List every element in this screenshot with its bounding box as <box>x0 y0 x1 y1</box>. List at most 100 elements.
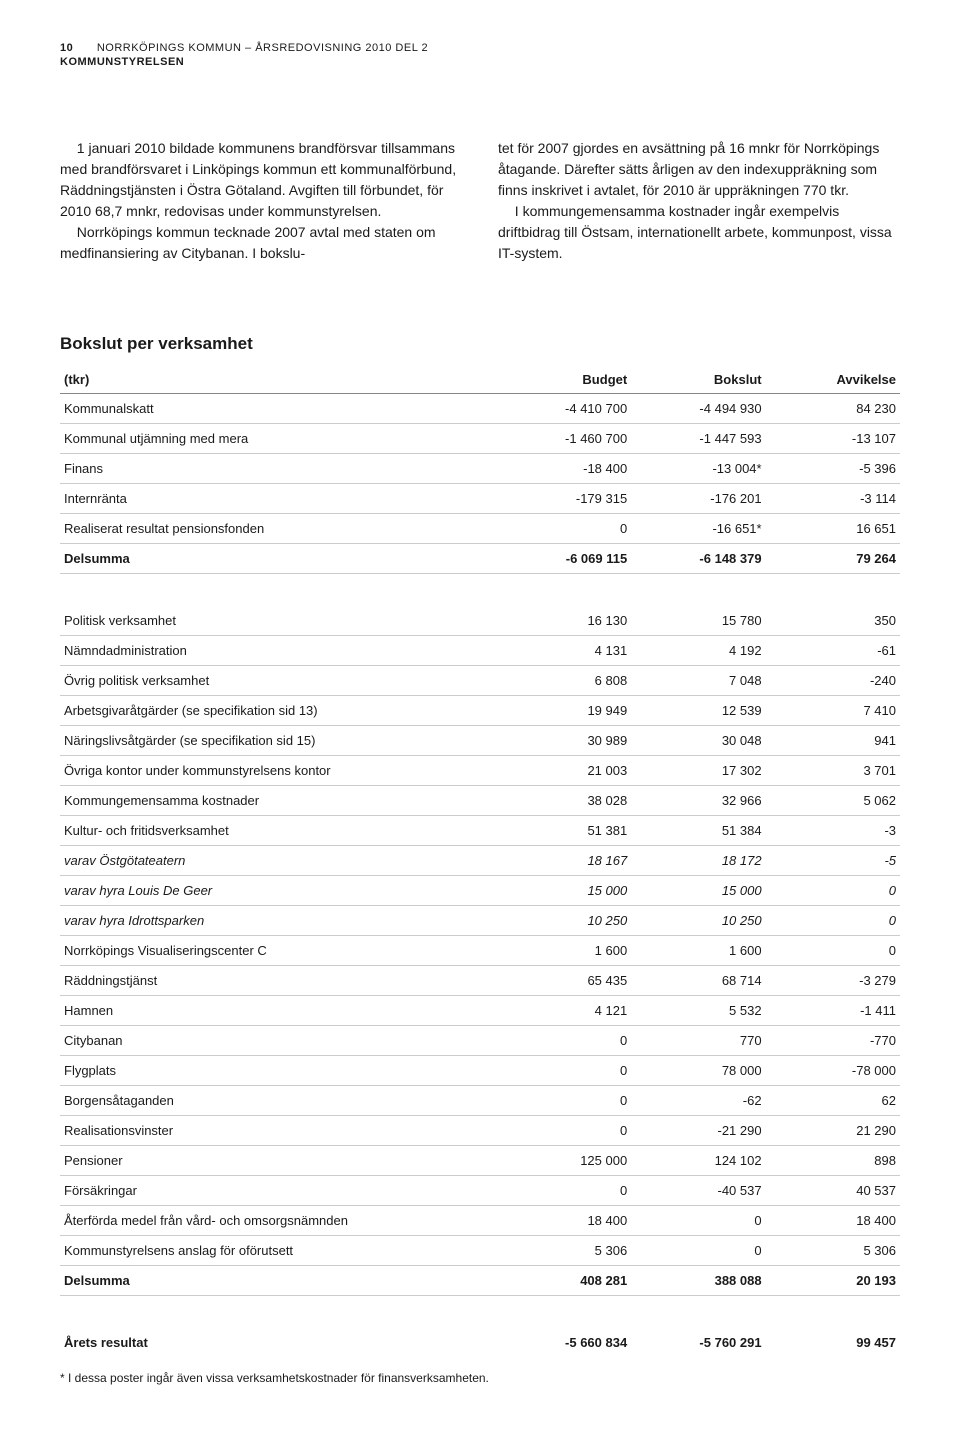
table-cell: -18 400 <box>497 454 631 484</box>
table-row: Övrig politisk verksamhet6 8087 048-240 <box>60 666 900 696</box>
table-row: Arbetsgivaråtgärder (se specifikation si… <box>60 696 900 726</box>
col-header: Avvikelse <box>766 366 900 394</box>
table-cell: 10 250 <box>497 906 631 936</box>
table-cell: Årets resultat <box>60 1328 497 1357</box>
table-cell: 16 130 <box>497 606 631 636</box>
table-cell: 18 400 <box>497 1206 631 1236</box>
table-cell: -13 004* <box>631 454 765 484</box>
table-cell: -6 148 379 <box>631 544 765 574</box>
table-footnote: * I dessa poster ingår även vissa verksa… <box>60 1371 900 1385</box>
col-header: Bokslut <box>631 366 765 394</box>
table-cell: 19 949 <box>497 696 631 726</box>
table-row: Pensioner125 000124 102898 <box>60 1146 900 1176</box>
table-row: Politisk verksamhet16 13015 780350 <box>60 606 900 636</box>
body-text: 1 januari 2010 bildade kommunens brandfö… <box>60 138 900 264</box>
table-cell: -16 651* <box>631 514 765 544</box>
table-cell: Kommunal utjämning med mera <box>60 424 497 454</box>
table-cell: 1 600 <box>631 936 765 966</box>
table-cell: 16 651 <box>766 514 900 544</box>
table-cell: 4 121 <box>497 996 631 1026</box>
table-cell: -5 760 291 <box>631 1328 765 1357</box>
table-cell: Näringslivsåtgärder (se specifikation si… <box>60 726 497 756</box>
table-cell: 350 <box>766 606 900 636</box>
table-row: Realiserat resultat pensionsfonden0-16 6… <box>60 514 900 544</box>
table-cell: -5 660 834 <box>497 1328 631 1357</box>
table-cell: 124 102 <box>631 1146 765 1176</box>
table-cell: -6 069 115 <box>497 544 631 574</box>
table-cell: -1 460 700 <box>497 424 631 454</box>
table-cell: 18 167 <box>497 846 631 876</box>
table-row: Räddningstjänst65 43568 714-3 279 <box>60 966 900 996</box>
table-cell: 84 230 <box>766 394 900 424</box>
table-cell: Finans <box>60 454 497 484</box>
table-cell: 898 <box>766 1146 900 1176</box>
table-header-row: (tkr) Budget Bokslut Avvikelse <box>60 366 900 394</box>
table-cell: Arbetsgivaråtgärder (se specifikation si… <box>60 696 497 726</box>
table-cell: -3 <box>766 816 900 846</box>
table-cell: Kommunstyrelsens anslag för oförutsett <box>60 1236 497 1266</box>
table-cell: 0 <box>766 876 900 906</box>
table-cell: 0 <box>631 1206 765 1236</box>
table-cell: 21 290 <box>766 1116 900 1146</box>
table-cell: 0 <box>497 1086 631 1116</box>
table-cell: Kommungemensamma kostnader <box>60 786 497 816</box>
table-row: Realisationsvinster0-21 29021 290 <box>60 1116 900 1146</box>
table-cell: 65 435 <box>497 966 631 996</box>
table-cell: 18 400 <box>766 1206 900 1236</box>
table-cell: -21 290 <box>631 1116 765 1146</box>
table-cell: 10 250 <box>631 906 765 936</box>
table-cell: varav Östgötateatern <box>60 846 497 876</box>
table-cell: Delsumma <box>60 544 497 574</box>
table-cell: -176 201 <box>631 484 765 514</box>
table-cell: 51 381 <box>497 816 631 846</box>
table-cell: 15 000 <box>497 876 631 906</box>
table-cell: -78 000 <box>766 1056 900 1086</box>
table-cell: -4 410 700 <box>497 394 631 424</box>
col-header: (tkr) <box>60 366 497 394</box>
table-cell: Kultur- och fritidsverksamhet <box>60 816 497 846</box>
table-cell: 68 714 <box>631 966 765 996</box>
table-row: Hamnen4 1215 532-1 411 <box>60 996 900 1026</box>
table-cell: Flygplats <box>60 1056 497 1086</box>
table-cell: -5 <box>766 846 900 876</box>
table-cell: -13 107 <box>766 424 900 454</box>
table-row: Norrköpings Visualiseringscenter C1 6001… <box>60 936 900 966</box>
table-cell: 15 780 <box>631 606 765 636</box>
table-cell: 12 539 <box>631 696 765 726</box>
table-cell: 21 003 <box>497 756 631 786</box>
table-cell: -40 537 <box>631 1176 765 1206</box>
table-cell: -3 279 <box>766 966 900 996</box>
table-cell: 770 <box>631 1026 765 1056</box>
table-row: Flygplats078 000-78 000 <box>60 1056 900 1086</box>
table-cell: Övrig politisk verksamhet <box>60 666 497 696</box>
table-cell: Försäkringar <box>60 1176 497 1206</box>
table-cell: 408 281 <box>497 1266 631 1296</box>
table-cell: 5 306 <box>766 1236 900 1266</box>
table-cell: -4 494 930 <box>631 394 765 424</box>
table-cell: Återförda medel från vård- och omsorgsnä… <box>60 1206 497 1236</box>
table-cell: Nämndadministration <box>60 636 497 666</box>
table-row: Kommungemensamma kostnader38 02832 9665 … <box>60 786 900 816</box>
table-cell: -770 <box>766 1026 900 1056</box>
table-row: Kultur- och fritidsverksamhet51 38151 38… <box>60 816 900 846</box>
table-cell: 78 000 <box>631 1056 765 1086</box>
table-row: Borgensåtaganden0-6262 <box>60 1086 900 1116</box>
table-cell: -179 315 <box>497 484 631 514</box>
body-col1: 1 januari 2010 bildade kommunens brandfö… <box>60 138 462 264</box>
table-cell: Kommunalskatt <box>60 394 497 424</box>
table-cell: 125 000 <box>497 1146 631 1176</box>
table-cell: 0 <box>497 514 631 544</box>
table-cell: Borgensåtaganden <box>60 1086 497 1116</box>
table-row: Återförda medel från vård- och omsorgsnä… <box>60 1206 900 1236</box>
header-title: NORRKÖPINGS KOMMUN – ÅRSREDOVISNING 2010… <box>97 42 428 54</box>
table-cell: -240 <box>766 666 900 696</box>
table-cell: 38 028 <box>497 786 631 816</box>
table-cell: 51 384 <box>631 816 765 846</box>
table-cell: 0 <box>497 1176 631 1206</box>
table-cell: 62 <box>766 1086 900 1116</box>
table-cell: -61 <box>766 636 900 666</box>
table-cell: 30 048 <box>631 726 765 756</box>
table-cell: 0 <box>766 906 900 936</box>
table-cell: Realisationsvinster <box>60 1116 497 1146</box>
table-cell: 0 <box>766 936 900 966</box>
